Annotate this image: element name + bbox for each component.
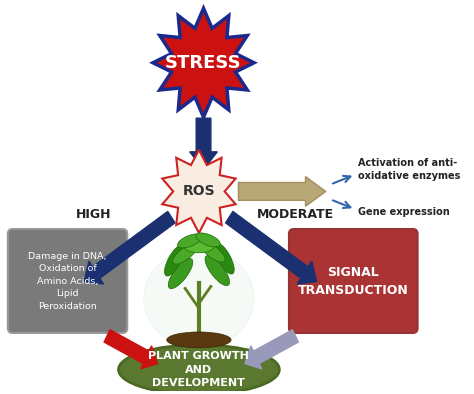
- Ellipse shape: [118, 345, 279, 394]
- Ellipse shape: [164, 245, 184, 276]
- FancyArrow shape: [238, 177, 326, 206]
- Text: Gene expression: Gene expression: [358, 207, 450, 217]
- Text: MODERATE: MODERATE: [257, 208, 334, 221]
- Text: ROS: ROS: [182, 184, 215, 199]
- Text: SIGNAL
TRANSDUCTION: SIGNAL TRANSDUCTION: [298, 266, 409, 297]
- Text: Activation of anti-
oxidative enzymes: Activation of anti- oxidative enzymes: [358, 158, 460, 181]
- FancyArrow shape: [104, 330, 157, 369]
- Ellipse shape: [200, 242, 225, 262]
- Polygon shape: [162, 150, 236, 233]
- Ellipse shape: [215, 243, 234, 274]
- Text: STRESS: STRESS: [165, 54, 242, 72]
- Ellipse shape: [168, 258, 193, 289]
- Text: Damage in DNA,
Oxidation of
Amino Acids,
Lipid
Peroxidation: Damage in DNA, Oxidation of Amino Acids,…: [28, 252, 107, 311]
- FancyBboxPatch shape: [289, 229, 418, 333]
- Ellipse shape: [184, 241, 214, 253]
- FancyBboxPatch shape: [8, 229, 127, 333]
- Ellipse shape: [178, 234, 202, 248]
- Ellipse shape: [173, 243, 198, 264]
- Ellipse shape: [167, 332, 231, 348]
- FancyArrow shape: [245, 330, 298, 369]
- FancyArrow shape: [84, 212, 175, 284]
- FancyArrow shape: [226, 212, 317, 284]
- Ellipse shape: [205, 256, 229, 286]
- Text: PLANT GROWTH
AND
DEVELOPMENT: PLANT GROWTH AND DEVELOPMENT: [148, 351, 249, 388]
- Ellipse shape: [196, 233, 220, 247]
- Text: HIGH: HIGH: [75, 208, 111, 221]
- Polygon shape: [153, 8, 254, 117]
- FancyArrow shape: [190, 118, 217, 170]
- Ellipse shape: [144, 249, 254, 348]
